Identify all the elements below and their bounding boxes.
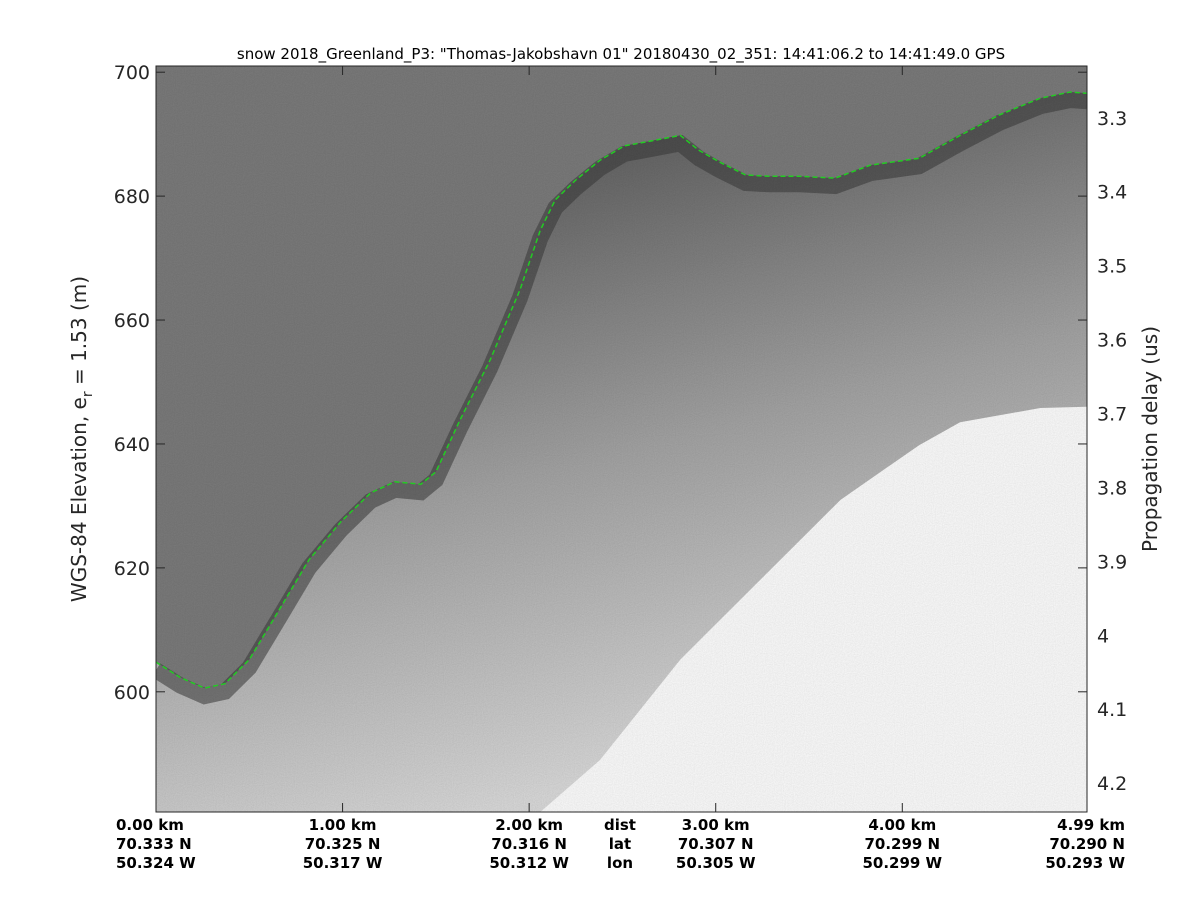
chart-title: snow 2018_Greenland_P3: "Thomas-Jakobsha… <box>237 45 1005 64</box>
x-tick-dist: 0.00 km <box>116 816 184 834</box>
x-tick-lon: 50.324 W <box>116 854 196 872</box>
surface-line <box>155 91 1088 689</box>
no-data-region <box>540 406 1087 812</box>
y-left-tick-label: 700 <box>114 62 150 84</box>
x-tick-lon: 50.299 W <box>862 854 942 872</box>
plot-frame <box>155 65 1088 813</box>
y-right-tick-label: 3.5 <box>1097 256 1127 278</box>
row-label-dist: dist <box>604 816 636 834</box>
y-right-tick-label: 3.9 <box>1097 551 1127 573</box>
y-right-tick-label: 4 <box>1097 625 1109 647</box>
x-tick-dist: 1.00 km <box>309 816 377 834</box>
row-label-lon: lon <box>607 854 633 872</box>
x-tick-lat: 70.299 N <box>864 835 940 853</box>
y-right-tick-label: 3.6 <box>1097 330 1127 352</box>
y-right-tick-label: 3.7 <box>1097 403 1127 425</box>
x-tick-lat: 70.290 N <box>1049 835 1125 853</box>
y-right-tick-label: 3.3 <box>1097 108 1127 130</box>
y-left-tick-label: 640 <box>114 434 150 456</box>
y-right-tick-label: 4.1 <box>1097 699 1127 721</box>
row-label-lat: lat <box>609 835 631 853</box>
x-tick-lat: 70.333 N <box>116 835 192 853</box>
y-left-tick-label: 660 <box>114 310 150 332</box>
y-right-tick-label: 4.2 <box>1097 773 1127 795</box>
x-tick-lon: 50.305 W <box>676 854 756 872</box>
x-tick-lat: 70.307 N <box>678 835 754 853</box>
surface-dark-band <box>156 91 1087 705</box>
x-tick-lon: 50.317 W <box>303 854 383 872</box>
x-tick-lat: 70.325 N <box>305 835 381 853</box>
x-tick-lat: 70.316 N <box>491 835 567 853</box>
y-right-tick-label: 3.8 <box>1097 477 1127 499</box>
y-left-tick-label: 680 <box>114 186 150 208</box>
x-tick-dist: 3.00 km <box>682 816 750 834</box>
y-left-tick-label: 620 <box>114 558 150 580</box>
x-tick-dist: 4.99 km <box>1057 816 1125 834</box>
y-axis-right-label: Propagation delay (us) <box>1138 326 1162 552</box>
x-tick-lon: 50.312 W <box>489 854 569 872</box>
x-tick-lon: 50.293 W <box>1045 854 1125 872</box>
y-left-tick-label: 600 <box>114 682 150 704</box>
y-axis-left-label: WGS-84 Elevation, er = 1.53 (m) <box>67 276 96 602</box>
y-right-tick-label: 3.4 <box>1097 182 1127 204</box>
x-tick-dist: 2.00 km <box>495 816 563 834</box>
x-tick-dist: 4.00 km <box>868 816 936 834</box>
